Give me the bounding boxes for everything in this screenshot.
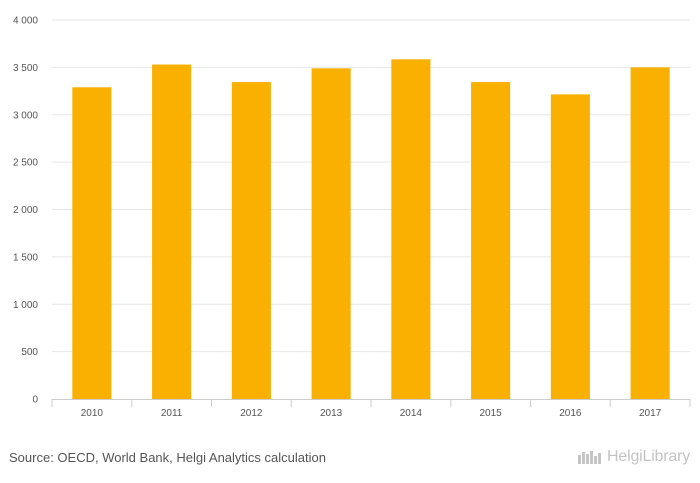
x-tick-label: 2012 [240,408,263,419]
grid-lines [52,19,690,353]
y-axis-ticks: 0 500 1 000 1 500 2 000 2 500 3 000 3 500 4 000 [13,16,38,406]
x-tick-label: 2011 [161,408,183,419]
bar [630,67,670,399]
y-tick-label: 2 500 [13,158,38,169]
bar [72,87,112,400]
library-icon [578,451,602,464]
bar [231,82,271,399]
x-tick-label: 2013 [320,408,343,419]
y-tick-label: 2 000 [13,205,38,216]
x-tick-label: 2016 [559,408,582,419]
y-tick-label: 1 500 [13,252,38,263]
x-axis: 2010 2011 2012 2013 2014 2015 2016 2017 [51,399,691,419]
bars [72,59,670,400]
x-tick-label: 2015 [480,408,503,419]
bar [311,68,351,399]
x-tick-label: 2017 [639,408,662,419]
y-tick-label: 3 000 [13,110,38,121]
brand-name: HelgiLibrary [607,448,690,465]
bar [471,82,511,399]
y-tick-label: 4 000 [13,16,38,27]
source-note: Source: OECD, World Bank, Helgi Analytic… [9,450,326,465]
y-tick-label: 0 [32,395,38,406]
bar [391,59,431,399]
y-tick-label: 500 [21,347,38,358]
bar [550,94,590,399]
bar [152,64,192,399]
x-tick-label: 2014 [400,408,423,419]
x-tick-label: 2010 [81,408,104,419]
brand-logo: HelgiLibrary [577,448,690,466]
y-tick-label: 3 500 [13,63,38,74]
y-tick-label: 1 000 [13,300,38,311]
